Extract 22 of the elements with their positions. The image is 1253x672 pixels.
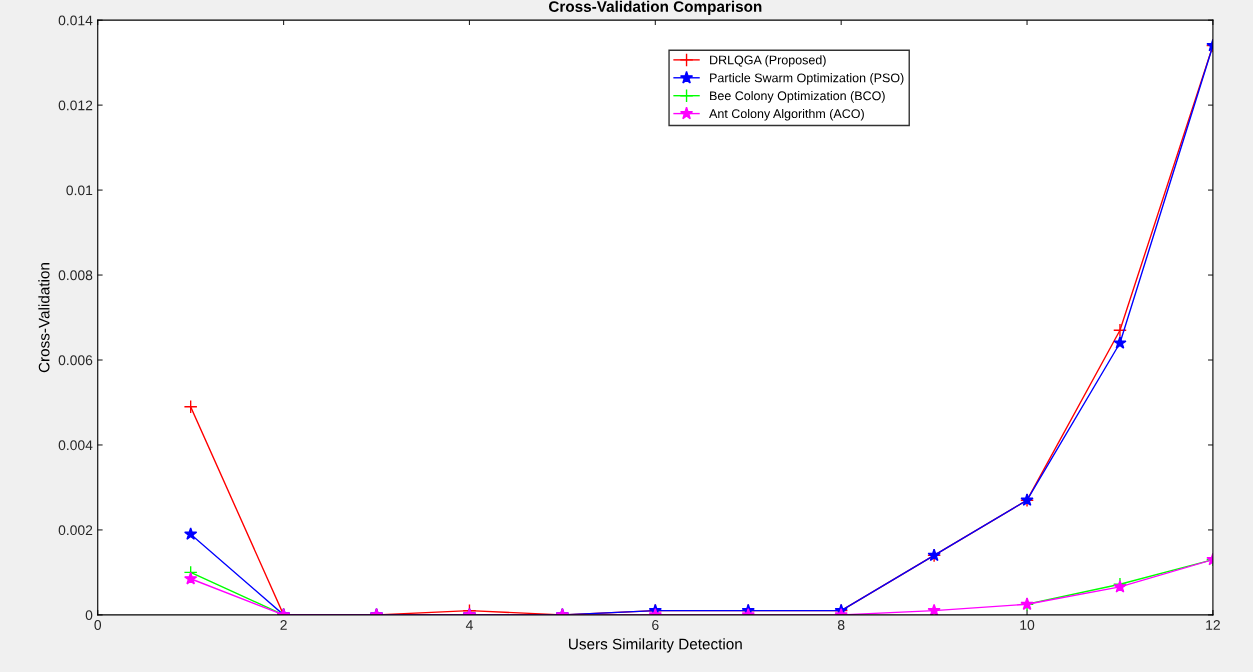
x-tick-label: 12 (1206, 620, 1220, 630)
x-tick-label: 8 (837, 620, 845, 630)
legend-label: Ant Colony Algorithm (ACO) (709, 108, 864, 121)
x-tick-label: 0 (94, 620, 102, 630)
y-tick-label: 0.01 (66, 185, 93, 196)
y-tick-label: 0.006 (58, 355, 93, 366)
x-tick-label: 6 (652, 620, 659, 630)
y-tick-label: 0.002 (58, 525, 93, 536)
x-tick-label: 10 (1020, 620, 1035, 630)
legend-label: Particle Swarm Optimization (PSO) (710, 73, 904, 85)
legend-label: Bee Colony Optimization (BCO) (710, 91, 885, 103)
y-tick-label: 0.012 (58, 100, 93, 111)
y-tick-label: 0.014 (58, 15, 93, 26)
x-tick-label: 2 (280, 620, 287, 630)
y-axis-title: Cross-Validation (38, 263, 50, 373)
y-tick-label: 0.008 (58, 270, 93, 281)
x-tick-label: 4 (465, 620, 473, 630)
legend-label: DRLQGA (Proposed) (710, 55, 826, 67)
x-axis-title: Users Similarity Detection (569, 638, 742, 653)
y-tick-label: 0.004 (58, 440, 93, 451)
chart-title: Cross-Validation Comparison (548, 0, 762, 15)
y-tick-label: 0 (85, 610, 93, 621)
